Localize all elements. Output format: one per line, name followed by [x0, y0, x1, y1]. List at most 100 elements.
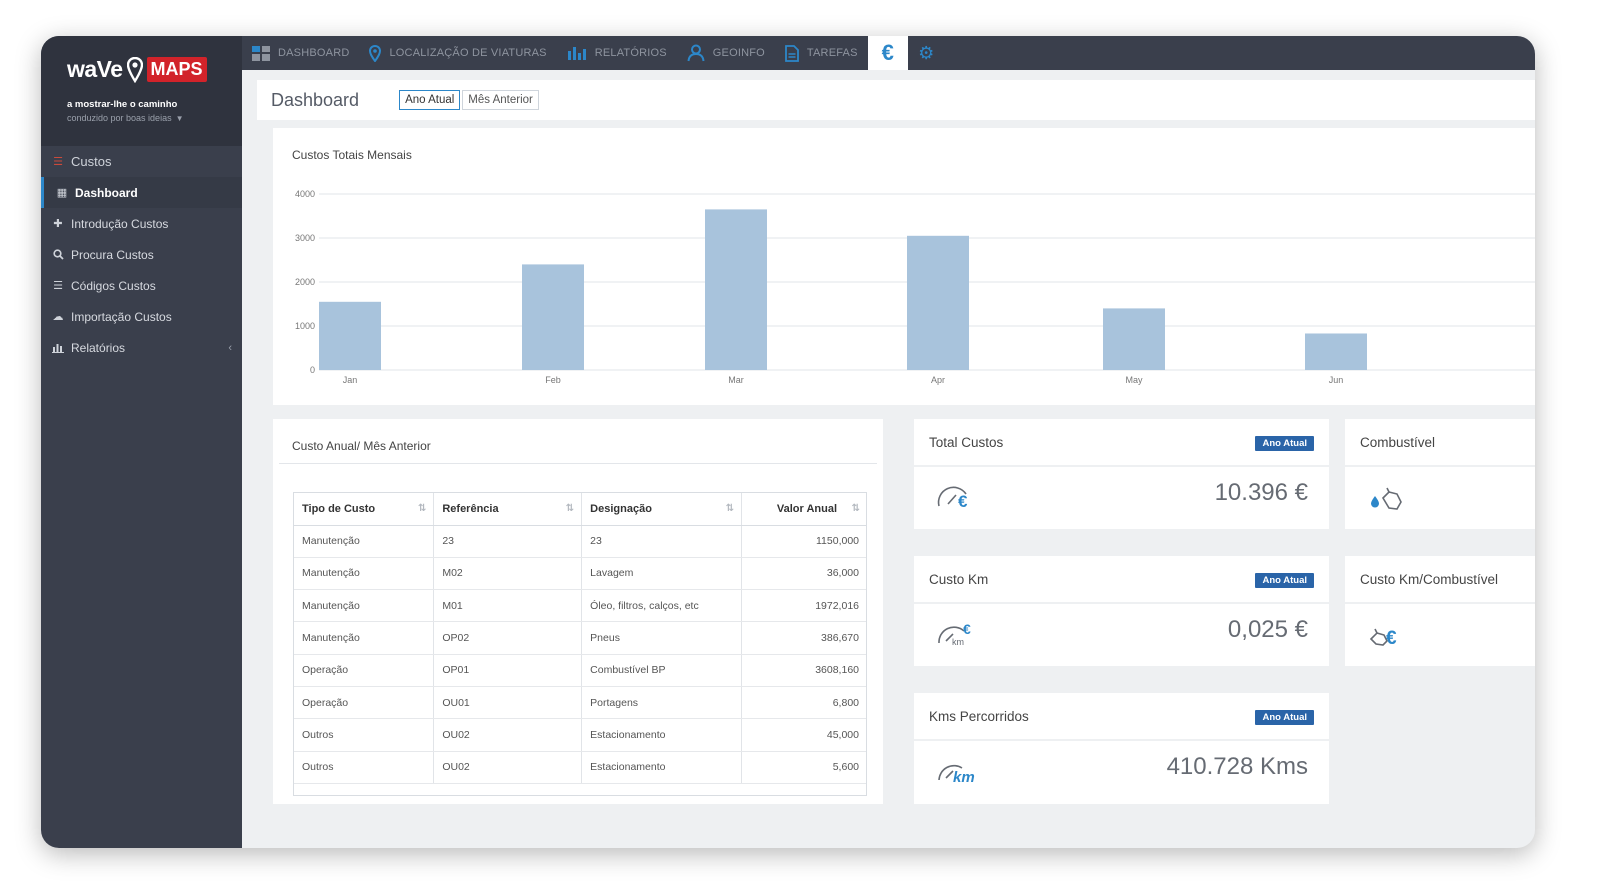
- topnav-label: GEOINFO: [712, 47, 765, 59]
- column-header-referencia[interactable]: Referência ⇅: [433, 493, 583, 526]
- bar-mar[interactable]: [705, 209, 767, 370]
- table-cell: OP01: [433, 654, 583, 687]
- bar-jun[interactable]: [1305, 333, 1367, 370]
- bar-feb[interactable]: [522, 264, 584, 370]
- table-row[interactable]: Operação OU01 Portagens 6,800: [294, 686, 866, 720]
- table-row[interactable]: Outros OU02 Estacionamento 5,600: [294, 751, 866, 784]
- tagline-dropdown[interactable]: conduzido por boas ideias ▼: [67, 113, 242, 123]
- sidebar-item-label: Introdução Custos: [71, 216, 169, 231]
- topnav-custos-euro[interactable]: €: [867, 36, 909, 70]
- column-header-tipo[interactable]: Tipo de Custo ⇅: [294, 493, 435, 526]
- user-icon: [687, 44, 705, 62]
- bar-apr[interactable]: [907, 235, 969, 370]
- stat-card-total-custos: Total Custos Ano Atual € 10.396 €: [914, 419, 1329, 529]
- status-badge: Ano Atual: [1255, 436, 1314, 451]
- sort-icon[interactable]: ⇅: [851, 503, 860, 514]
- stat-card-custo-km-combustivel: Custo Km/Combustível €: [1345, 556, 1535, 666]
- fuel-pump-icon: [1371, 487, 1402, 510]
- divider: [914, 602, 1329, 604]
- bar-may[interactable]: [1103, 308, 1165, 370]
- map-pin-logo-icon: [126, 56, 143, 83]
- sidebar-item-procura-custos[interactable]: Procura Custos: [41, 239, 242, 270]
- svg-text:€: €: [1386, 628, 1397, 649]
- sidebar-section-custos[interactable]: ☰ Custos: [41, 146, 242, 177]
- sort-icon[interactable]: ⇅: [565, 503, 575, 514]
- sidebar-item-introducao-custos[interactable]: ✚ Introdução Custos: [41, 208, 242, 239]
- cloud-upload-icon: ☁: [52, 311, 64, 323]
- sidebar-item-importacao-custos[interactable]: ☁ Importação Custos: [41, 301, 242, 332]
- column-label: Designação: [590, 502, 652, 515]
- x-tick-label: Mar: [728, 375, 744, 385]
- table-cell: 3608,160: [741, 654, 866, 687]
- list-icon: ☰: [53, 156, 63, 168]
- chevron-left-icon[interactable]: ‹: [228, 341, 232, 354]
- logo[interactable]: waVe MAPS: [67, 56, 242, 83]
- column-header-valor[interactable]: Valor Anual ⇅: [741, 493, 866, 526]
- y-tick-label: 1000: [295, 321, 315, 331]
- table-cell: 5,600: [741, 751, 866, 784]
- table-cell: Óleo, filtros, calços, etc: [581, 589, 743, 623]
- sidebar-item-label: Importação Custos: [71, 309, 172, 324]
- cost-table-scroll[interactable]: Tipo de Custo ⇅ Referência ⇅ Designação ⇅ V…: [293, 492, 867, 796]
- table-cell: 23: [433, 525, 583, 558]
- table-cell: Operação: [294, 654, 435, 687]
- sidebar-item-dashboard[interactable]: ▦ Dashboard: [41, 177, 242, 208]
- table-row[interactable]: Outros OU02 Estacionamento 45,000: [294, 718, 866, 752]
- sidebar-item-relatorios[interactable]: Relatórios ‹: [41, 332, 242, 363]
- topnav-relatorios[interactable]: RELATÓRIOS: [557, 36, 677, 70]
- table-cell: OU02: [433, 718, 583, 752]
- status-badge: Ano Atual: [1255, 710, 1314, 725]
- annual-cost-table-panel: Custo Anual/ Mês Anterior Tipo de Custo ⇅…: [273, 419, 883, 804]
- sort-icon[interactable]: ⇅: [417, 503, 427, 514]
- stat-title: Combustível: [1360, 435, 1436, 450]
- table-row[interactable]: Manutenção M01 Óleo, filtros, calços, etc 1…: [294, 589, 866, 623]
- bar-chart-icon: [51, 341, 65, 355]
- tagline: a mostrar-lhe o caminho: [67, 99, 178, 110]
- gauge-euro-icon: €: [937, 486, 968, 511]
- table-row[interactable]: Manutenção 23 23 1150,000: [294, 525, 866, 558]
- sidebar-item-label: Procura Custos: [71, 247, 154, 262]
- table-body: Manutenção 23 23 1150,000 Manutenção M02 Lavag…: [294, 525, 866, 784]
- table-cell: Operação: [294, 686, 435, 720]
- divider: [1345, 602, 1535, 604]
- divider: [914, 739, 1329, 741]
- topnav-dashboard[interactable]: DASHBOARD: [242, 36, 359, 70]
- topnav-settings[interactable]: ⚙: [908, 36, 944, 70]
- topnav-geoinfo[interactable]: GEOINFO: [677, 36, 775, 70]
- search-icon: [51, 248, 65, 262]
- table-cell: M02: [433, 557, 583, 591]
- table-cell: Combustível BP: [581, 654, 743, 687]
- sidebar-item-codigos-custos[interactable]: ☰ Códigos Custos: [41, 270, 242, 301]
- map-pin-icon: [369, 44, 382, 62]
- table-cell: OU01: [433, 686, 583, 720]
- stat-title: Kms Percorridos: [929, 709, 1029, 724]
- table-cell: Outros: [294, 718, 435, 752]
- gauge-km-icon: km: [938, 764, 975, 786]
- tab-ano-atual[interactable]: Ano Atual: [399, 90, 461, 110]
- tab-mes-anterior[interactable]: Mês Anterior: [462, 90, 539, 110]
- document-icon: [785, 44, 799, 62]
- column-header-designacao[interactable]: Designação ⇅: [581, 493, 743, 526]
- caret-down-icon: ▼: [175, 114, 184, 123]
- table-row[interactable]: Manutenção OP02 Pneus 386,670: [294, 621, 866, 655]
- table-cell: Manutenção: [294, 621, 435, 655]
- topnav-tarefas[interactable]: TAREFAS: [775, 36, 868, 70]
- column-label: Referência: [442, 502, 499, 515]
- stat-title: Custo Km: [929, 572, 989, 587]
- table-row[interactable]: Operação OP01 Combustível BP 3608,160: [294, 654, 866, 687]
- bar-jan[interactable]: [319, 301, 381, 370]
- table-cell: Portagens: [581, 686, 743, 720]
- sidebar-item-label: Relatórios: [71, 340, 126, 355]
- y-tick-label: 0: [310, 365, 315, 375]
- x-tick-label: Apr: [931, 375, 945, 385]
- table-cell: 6,800: [741, 686, 866, 720]
- page-title: Dashboard: [271, 89, 360, 110]
- table-cell: Estacionamento: [581, 751, 743, 784]
- sidebar-item-label: Dashboard: [75, 185, 138, 200]
- topnav-label: LOCALIZAÇÃO DE VIATURAS: [389, 47, 547, 59]
- sort-icon[interactable]: ⇅: [725, 503, 735, 514]
- gauge-km-euro-icon: km €: [938, 621, 971, 647]
- chart-title: Custos Totais Mensais: [292, 148, 412, 162]
- topnav-localizacao[interactable]: LOCALIZAÇÃO DE VIATURAS: [359, 36, 556, 70]
- table-row[interactable]: Manutenção M02 Lavagem 36,000: [294, 557, 866, 591]
